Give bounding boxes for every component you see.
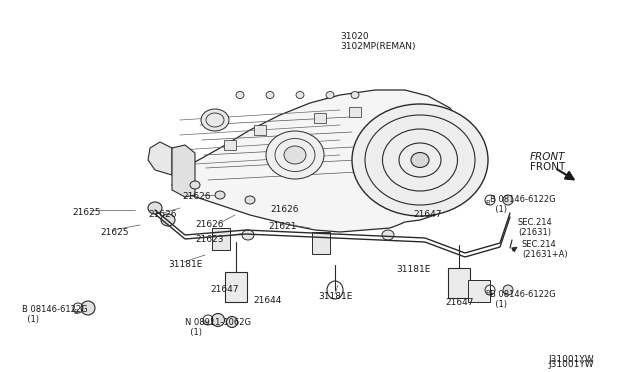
- Ellipse shape: [436, 202, 444, 209]
- Ellipse shape: [201, 109, 229, 131]
- Ellipse shape: [352, 104, 488, 216]
- Text: N: N: [204, 320, 209, 326]
- Bar: [224, 140, 236, 150]
- Text: B 08146-6122G: B 08146-6122G: [490, 290, 556, 299]
- Ellipse shape: [148, 202, 162, 214]
- Ellipse shape: [468, 132, 476, 139]
- Ellipse shape: [215, 191, 225, 199]
- Ellipse shape: [503, 285, 513, 295]
- Ellipse shape: [396, 110, 404, 118]
- Ellipse shape: [266, 92, 274, 99]
- Text: 21625: 21625: [100, 228, 129, 237]
- Ellipse shape: [411, 153, 429, 167]
- Text: 21644: 21644: [253, 296, 282, 305]
- Text: 21626: 21626: [182, 192, 211, 201]
- Text: FRONT: FRONT: [530, 152, 566, 162]
- Ellipse shape: [236, 92, 244, 99]
- Bar: [349, 107, 361, 117]
- Text: (1): (1): [185, 328, 202, 337]
- Text: 21625: 21625: [72, 208, 100, 217]
- Text: 21647: 21647: [210, 285, 239, 294]
- Bar: [212, 228, 230, 250]
- Text: 21623: 21623: [195, 235, 223, 244]
- Ellipse shape: [468, 181, 476, 188]
- Text: J31001YW: J31001YW: [548, 355, 594, 364]
- Polygon shape: [172, 90, 468, 232]
- Text: N 08911-1062G: N 08911-1062G: [185, 318, 251, 327]
- Text: 31020: 31020: [340, 32, 369, 41]
- Ellipse shape: [382, 230, 394, 240]
- Ellipse shape: [503, 195, 513, 205]
- Ellipse shape: [284, 146, 306, 164]
- Ellipse shape: [364, 132, 372, 139]
- Text: 21647: 21647: [413, 210, 442, 219]
- Text: 31181E: 31181E: [318, 292, 353, 301]
- Text: (1): (1): [490, 300, 507, 309]
- Text: (21631): (21631): [518, 228, 551, 237]
- Text: 21626: 21626: [195, 220, 223, 229]
- Text: FRONT: FRONT: [530, 162, 565, 172]
- Bar: [312, 232, 330, 254]
- Text: B: B: [486, 290, 490, 296]
- Ellipse shape: [161, 214, 175, 226]
- Polygon shape: [172, 145, 195, 197]
- Ellipse shape: [227, 317, 237, 327]
- Bar: [254, 125, 266, 135]
- Text: B 08146-6122G: B 08146-6122G: [22, 305, 88, 314]
- Ellipse shape: [364, 181, 372, 188]
- Text: 21626: 21626: [148, 210, 177, 219]
- Ellipse shape: [351, 92, 359, 99]
- Text: (1): (1): [22, 315, 39, 324]
- Ellipse shape: [245, 196, 255, 204]
- Ellipse shape: [190, 181, 200, 189]
- Text: 21626: 21626: [270, 205, 298, 214]
- Text: 31181E: 31181E: [168, 260, 202, 269]
- Text: B 08146-6122G: B 08146-6122G: [490, 195, 556, 204]
- Bar: [314, 113, 326, 123]
- Text: J31001YW: J31001YW: [548, 360, 594, 369]
- Ellipse shape: [81, 301, 95, 315]
- Ellipse shape: [211, 314, 225, 327]
- Ellipse shape: [296, 92, 304, 99]
- Text: SEC.214: SEC.214: [518, 218, 553, 227]
- Ellipse shape: [396, 202, 404, 209]
- Text: (1): (1): [490, 205, 507, 214]
- Ellipse shape: [326, 92, 334, 99]
- Text: B: B: [74, 309, 78, 315]
- Text: 21621: 21621: [268, 222, 296, 231]
- Polygon shape: [148, 142, 172, 175]
- Bar: [468, 280, 490, 302]
- Ellipse shape: [242, 230, 254, 240]
- Text: 31181E: 31181E: [396, 265, 430, 274]
- Text: SEC.214: SEC.214: [522, 240, 557, 249]
- Ellipse shape: [266, 131, 324, 179]
- Text: 21647: 21647: [445, 298, 474, 307]
- Bar: [225, 272, 247, 302]
- Text: (21631+A): (21631+A): [522, 250, 568, 259]
- Bar: [448, 268, 470, 298]
- Text: 3102MP(REMAN): 3102MP(REMAN): [340, 42, 415, 51]
- Text: B: B: [486, 200, 490, 206]
- Ellipse shape: [436, 110, 444, 118]
